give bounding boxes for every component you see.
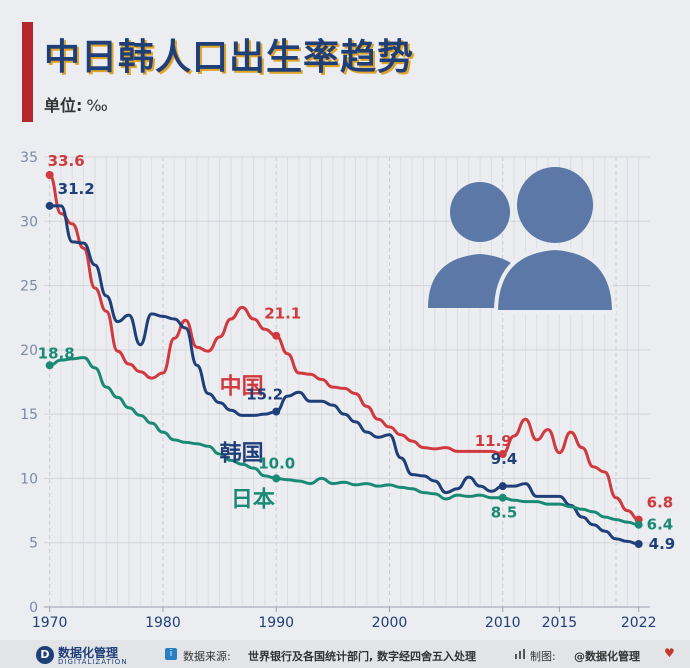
- data-label: 15.2: [246, 386, 283, 404]
- source-label: 数据来源:: [183, 650, 231, 663]
- footer: D 数据化管理 DIGITALIZATION i 数据来源: 世界银行及各国统计…: [0, 640, 690, 668]
- info-icon: i: [165, 648, 177, 660]
- y-tick-label: 20: [20, 343, 38, 359]
- series-name-label: 中国: [220, 375, 264, 400]
- footer-brand-en: DIGITALIZATION: [58, 658, 128, 666]
- unit-label: 单位:: [44, 96, 83, 115]
- x-tick-label: 1970: [32, 615, 68, 631]
- series-line-韩国: [49, 204, 639, 546]
- data-point: [272, 474, 281, 483]
- y-tick-label: 10: [20, 471, 38, 487]
- y-tick-label: 25: [20, 279, 38, 295]
- x-tick-label: 2015: [542, 615, 578, 631]
- x-tick-label: 1980: [145, 615, 181, 631]
- x-tick-label: 2000: [372, 615, 408, 631]
- data-point: [45, 171, 54, 179]
- data-label: 10.0: [258, 454, 295, 472]
- x-tick-label: 2022: [621, 615, 657, 631]
- y-tick-label: 0: [29, 600, 38, 616]
- x-tick-label: 2010: [485, 615, 521, 631]
- data-label: 11.9: [475, 432, 512, 450]
- birth-rate-chart: 0 5 10 15 20 25 30 35 1970 1980 1990 2000 2010 2015 20…: [20, 150, 676, 631]
- data-point: [45, 361, 54, 370]
- series-line-中国: [48, 173, 639, 522]
- x-tick-label: 1990: [258, 615, 294, 631]
- data-label: 4.9: [649, 535, 676, 553]
- data-label: 18.8: [38, 344, 75, 362]
- heart-icon: ♥: [664, 646, 675, 660]
- chart-axes: 0 5 10 15 20 25 30 35 1970 1980 1990 2000 2010 2015 20…: [20, 150, 656, 631]
- data-label: 33.6: [48, 152, 85, 170]
- data-label: 8.5: [491, 504, 518, 522]
- data-point: [498, 482, 507, 491]
- data-point: [272, 331, 281, 340]
- footer-brand: 数据化管理: [58, 646, 119, 660]
- chart-grid: [44, 156, 650, 608]
- data-point: [272, 407, 281, 416]
- label-layer: 33.6 21.1 11.9 6.8 中国 31.2 15.2 9.4 4.9 韩国 18.8 10.…: [38, 152, 676, 553]
- series-name-label: 韩国: [220, 440, 264, 466]
- series-layer: [45, 171, 643, 548]
- data-point: [498, 450, 507, 458]
- y-tick-label: 30: [20, 214, 38, 230]
- data-label: 6.4: [647, 516, 674, 534]
- made-label: 制图:: [530, 650, 556, 663]
- y-tick-label: 35: [20, 150, 38, 166]
- footer-author: @数据化管理: [574, 650, 640, 663]
- page-title: 中日韩人口出生率趋势: [44, 37, 415, 78]
- people-icon: [428, 167, 617, 314]
- y-tick-label: 5: [29, 536, 38, 552]
- brand-logo-icon: D: [36, 646, 54, 664]
- unit-row: 单位: ‰: [44, 92, 108, 116]
- data-point: [634, 520, 643, 529]
- data-point: [498, 493, 507, 502]
- bar-chart-icon: [515, 649, 525, 659]
- series-name-label: 日本: [231, 488, 275, 513]
- data-label: 6.8: [647, 494, 674, 512]
- title-accent-bar: [22, 22, 33, 122]
- series-line-日本: [49, 356, 639, 527]
- data-label: 21.1: [264, 305, 301, 323]
- data-label: 9.4: [491, 450, 518, 468]
- data-point: [634, 540, 643, 548]
- data-label: 31.2: [58, 180, 95, 198]
- source-text: 世界银行及各国统计部门, 数字经四舍五入处理: [248, 650, 477, 663]
- unit-symbol: ‰: [86, 96, 108, 115]
- y-tick-label: 15: [20, 407, 38, 423]
- data-point: [45, 201, 54, 210]
